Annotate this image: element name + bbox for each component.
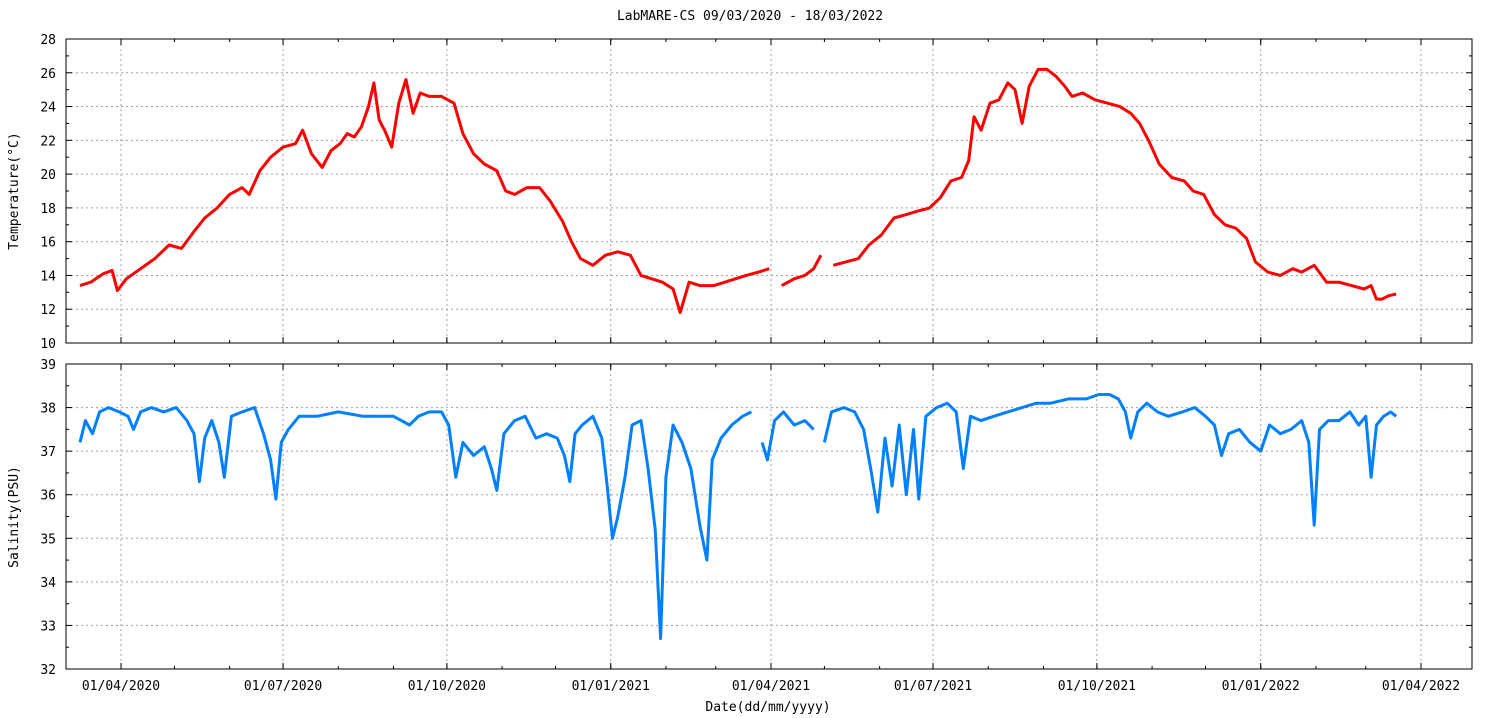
temperature-y-ticks: 10 12 14 16 18 20 22 24 26 28 — [40, 33, 1472, 352]
x-axis-label: Date(dd/mm/yyyy) — [705, 700, 830, 715]
salinity-y-tick-label: 33 — [40, 619, 56, 634]
salinity-grid — [66, 364, 1472, 669]
temperature-y-tick-label: 22 — [40, 134, 56, 149]
salinity-y-tick-label: 35 — [40, 532, 56, 547]
temperature-grid — [66, 39, 1472, 343]
salinity-y-tick-label: 39 — [40, 358, 56, 373]
temperature-y-tick-label: 24 — [40, 101, 56, 116]
salinity-axis-label: Salinity(PSU) — [7, 466, 22, 568]
salinity-series-line-segment — [760, 410, 815, 462]
temperature-panel: 10 12 14 16 18 20 22 24 26 28 Temperature(°C) — [7, 33, 1473, 352]
temperature-y-tick-label: 28 — [40, 33, 56, 48]
x-tick-label: 01/04/2020 — [82, 679, 160, 694]
salinity-x-ticks: 01/04/2020 01/07/2020 01/10/2020 01/01/2021… — [82, 364, 1460, 694]
temperature-y-tick-label: 16 — [40, 236, 56, 251]
temperature-y-tick-label: 10 — [40, 337, 56, 352]
temperature-y-tick-label: 20 — [40, 168, 56, 183]
salinity-y-tick-label: 32 — [40, 663, 56, 678]
salinity-y-tick-label: 36 — [40, 489, 56, 504]
temperature-series-line-segment — [780, 254, 823, 287]
x-tick-label: 01/01/2021 — [572, 679, 650, 694]
salinity-y-tick-label: 38 — [40, 402, 56, 417]
salinity-y-tick-label: 34 — [40, 576, 56, 591]
temperature-y-tick-label: 26 — [40, 67, 56, 82]
temperature-y-tick-label: 18 — [40, 202, 56, 217]
salinity-y-ticks: 32 33 34 35 36 37 38 39 — [40, 358, 1472, 678]
temperature-y-tick-label: 12 — [40, 303, 56, 318]
temperature-axis-label: Temperature(°C) — [7, 132, 22, 249]
x-tick-label: 01/04/2022 — [1382, 679, 1460, 694]
temperature-series-line-segment — [79, 78, 770, 315]
salinity-y-tick-label: 37 — [40, 445, 56, 460]
x-tick-label: 01/04/2021 — [732, 679, 810, 694]
temperature-x-ticks — [120, 39, 1422, 343]
temperature-y-tick-label: 14 — [40, 269, 56, 284]
salinity-series-line-segment — [78, 406, 753, 640]
x-tick-label: 01/10/2020 — [408, 679, 486, 694]
salinity-series — [78, 393, 1398, 640]
x-tick-label: 01/01/2022 — [1222, 679, 1300, 694]
salinity-series-line-segment — [822, 393, 1398, 527]
temperature-series-line-segment — [832, 67, 1397, 301]
x-tick-label: 01/07/2021 — [894, 679, 972, 694]
x-tick-label: 01/10/2021 — [1058, 679, 1136, 694]
x-tick-label: 01/07/2020 — [244, 679, 322, 694]
temperature-series — [79, 67, 1397, 315]
chart-title: LabMARE-CS 09/03/2020 - 18/03/2022 — [617, 9, 883, 24]
